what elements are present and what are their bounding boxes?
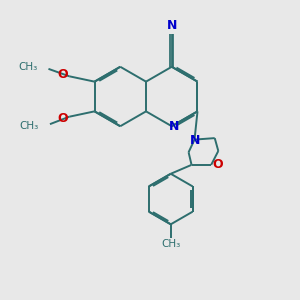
Text: CH₃: CH₃ [20, 121, 39, 130]
Text: N: N [169, 120, 179, 133]
Text: O: O [212, 158, 223, 171]
Text: O: O [57, 68, 68, 81]
Text: O: O [57, 112, 68, 125]
Text: N: N [190, 134, 200, 147]
Text: N: N [167, 19, 177, 32]
Text: CH₃: CH₃ [161, 239, 180, 249]
Text: CH₃: CH₃ [18, 62, 37, 72]
